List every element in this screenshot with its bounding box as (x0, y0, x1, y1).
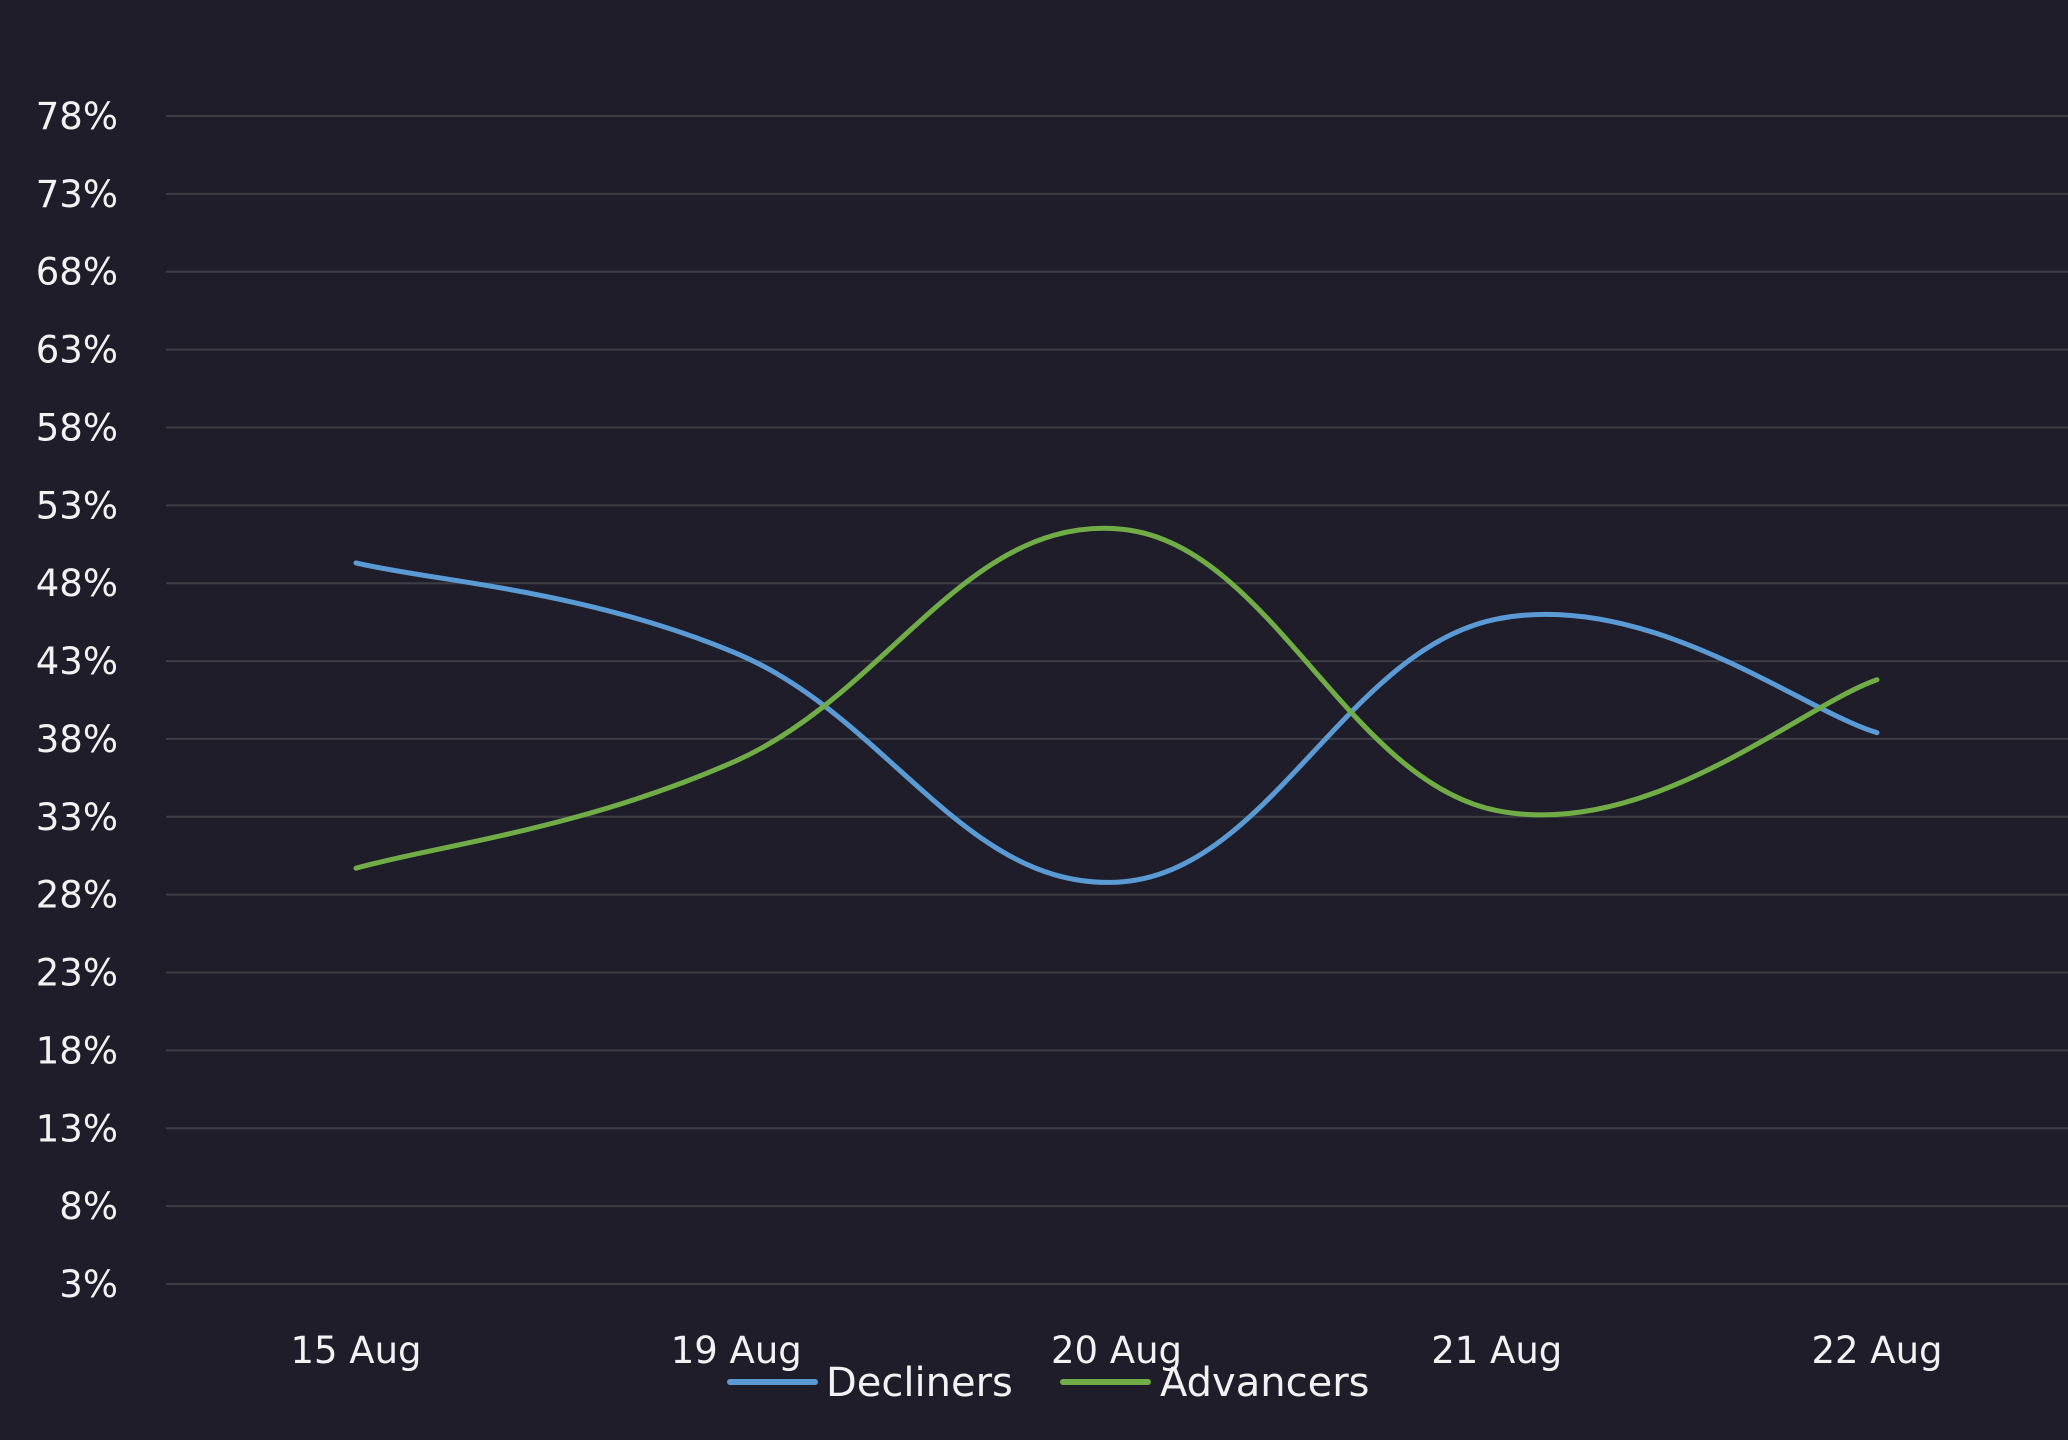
y-tick-label: 13% (36, 1107, 118, 1150)
y-tick-label: 78% (36, 95, 118, 138)
x-tick-label: 21 Aug (1431, 1329, 1562, 1372)
legend-item-advancers[interactable]: Advancers (1060, 1360, 1369, 1406)
y-tick-label: 58% (36, 406, 118, 449)
data-point-decliners[interactable] (1111, 876, 1123, 888)
y-tick-label: 63% (36, 329, 118, 372)
y-tick-label: 48% (36, 562, 118, 605)
data-point-advancers[interactable] (1491, 805, 1503, 817)
data-point-advancers[interactable] (1871, 674, 1883, 686)
data-point-decliners[interactable] (1871, 727, 1883, 739)
y-tick-label: 33% (36, 796, 118, 839)
y-tick-label: 3% (59, 1263, 118, 1306)
legend: Decliners Advancers (727, 1360, 1369, 1406)
data-point-decliners[interactable] (1491, 613, 1503, 625)
series-line-decliners (353, 560, 1880, 885)
y-axis: 3% 8% 13% 18% 23% 28% 33% 38% 43% 48% 53% 58% 63% 68%… (36, 95, 118, 1306)
y-tick-label: 43% (36, 640, 118, 683)
legend-label-advancers: Advancers (1160, 1360, 1369, 1406)
data-point-decliners[interactable] (350, 557, 362, 569)
y-tick-label: 68% (36, 251, 118, 294)
y-tick-label: 8% (59, 1185, 118, 1228)
x-tick-label: 22 Aug (1811, 1329, 1942, 1372)
series-line-advancers (353, 525, 1880, 871)
data-point-advancers[interactable] (730, 755, 742, 767)
y-tick-label: 18% (36, 1029, 118, 1072)
y-tick-label: 38% (36, 718, 118, 761)
grid-layer (166, 115, 2068, 1285)
x-axis: 15 Aug 19 Aug 20 Aug 21 Aug 22 Aug (290, 1329, 1942, 1372)
y-tick-label: 53% (36, 484, 118, 527)
x-tick-label: 19 Aug (671, 1329, 802, 1372)
data-point-advancers[interactable] (1111, 523, 1123, 535)
x-tick-label: 15 Aug (290, 1329, 421, 1372)
legend-label-decliners: Decliners (826, 1360, 1013, 1406)
y-tick-label: 23% (36, 952, 118, 995)
data-point-advancers[interactable] (350, 862, 362, 874)
y-tick-label: 28% (36, 874, 118, 917)
x-tick-label: 20 Aug (1051, 1329, 1182, 1372)
series-layer (350, 523, 1883, 888)
data-point-decliners[interactable] (730, 647, 742, 659)
y-tick-label: 73% (36, 173, 118, 216)
legend-item-decliners[interactable]: Decliners (727, 1360, 1013, 1406)
